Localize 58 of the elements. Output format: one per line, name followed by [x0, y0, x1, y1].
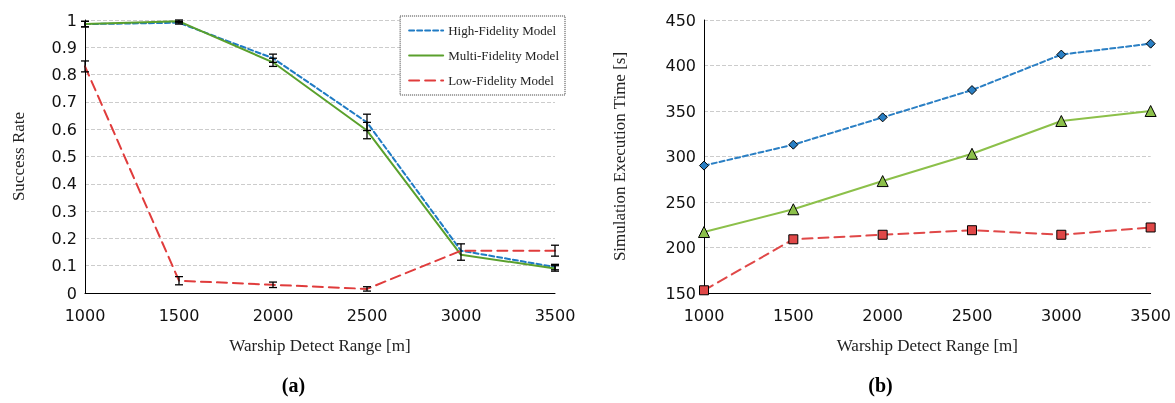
point — [1056, 49, 1067, 60]
point — [699, 160, 709, 171]
point — [698, 226, 710, 239]
point — [787, 203, 800, 216]
point — [788, 234, 799, 245]
y-tick-label: 1 — [66, 10, 77, 30]
y-tick-label: 0.7 — [51, 92, 77, 112]
y-tick-label: 0.5 — [51, 147, 77, 166]
point — [966, 225, 977, 236]
x-tick-label: 3000 — [440, 305, 482, 325]
x-tick-label: 2500 — [951, 305, 993, 325]
x-tick-label: 1500 — [158, 305, 200, 325]
y-tick-label: 450 — [665, 10, 696, 30]
text: (a) — [281, 374, 306, 397]
y-tick-label: 0.4 — [51, 174, 77, 194]
y-tick-label: 300 — [665, 147, 696, 166]
y-tick-label: 0.2 — [51, 228, 77, 248]
y-axis-title: Simulation Execution Time [s] — [610, 51, 629, 262]
point — [877, 229, 888, 240]
x-tick-label: 1000 — [683, 305, 725, 325]
y-tick-label: 400 — [665, 56, 696, 75]
y-tick-label: 0.6 — [51, 119, 77, 139]
point — [966, 85, 977, 96]
x-tick-label: 1500 — [772, 305, 814, 325]
y-axis-title: Success Rate — [9, 111, 28, 202]
point — [1145, 222, 1156, 233]
point — [965, 147, 978, 160]
x-axis-title: Warship Detect Range [m] — [836, 336, 1018, 355]
x-tick-label: 2500 — [346, 305, 388, 325]
x-tick-label: 3500 — [1130, 305, 1171, 325]
point — [1055, 115, 1068, 128]
y-tick-label: 0 — [66, 283, 77, 303]
y-tick-label: 0.3 — [51, 201, 77, 221]
x-axis-title: Warship Detect Range [m] — [229, 336, 411, 355]
x-tick-label: 3500 — [534, 305, 576, 325]
y-tick-label: 350 — [665, 101, 696, 121]
y-tick-label: 0.8 — [51, 65, 77, 85]
y-tick-label: 200 — [665, 238, 696, 257]
point — [699, 285, 709, 296]
point — [1056, 229, 1067, 240]
y-tick-label: 250 — [665, 192, 696, 212]
text: (b) — [868, 374, 893, 397]
point — [876, 175, 889, 188]
x-tick-label: 2000 — [252, 305, 294, 325]
x-tick-label: 3000 — [1040, 305, 1082, 325]
legend-label: Low-Fidelity Model — [448, 73, 555, 88]
point — [788, 139, 799, 150]
y-tick-label: 0.9 — [51, 37, 77, 57]
y-tick-label: 0.1 — [51, 256, 77, 276]
y-tick-label: 150 — [665, 283, 696, 303]
point — [1145, 38, 1156, 49]
x-tick-label: 1000 — [64, 305, 106, 325]
x-tick-label: 2000 — [862, 305, 904, 325]
point — [877, 112, 888, 123]
legend-label: Multi-Fidelity Model — [448, 48, 560, 63]
point — [1144, 105, 1157, 117]
legend-label: High-Fidelity Model — [448, 23, 557, 38]
line-series — [84, 65, 556, 290]
